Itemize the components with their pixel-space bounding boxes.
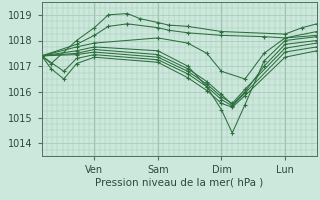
X-axis label: Pression niveau de la mer( hPa ): Pression niveau de la mer( hPa ) — [95, 178, 263, 188]
